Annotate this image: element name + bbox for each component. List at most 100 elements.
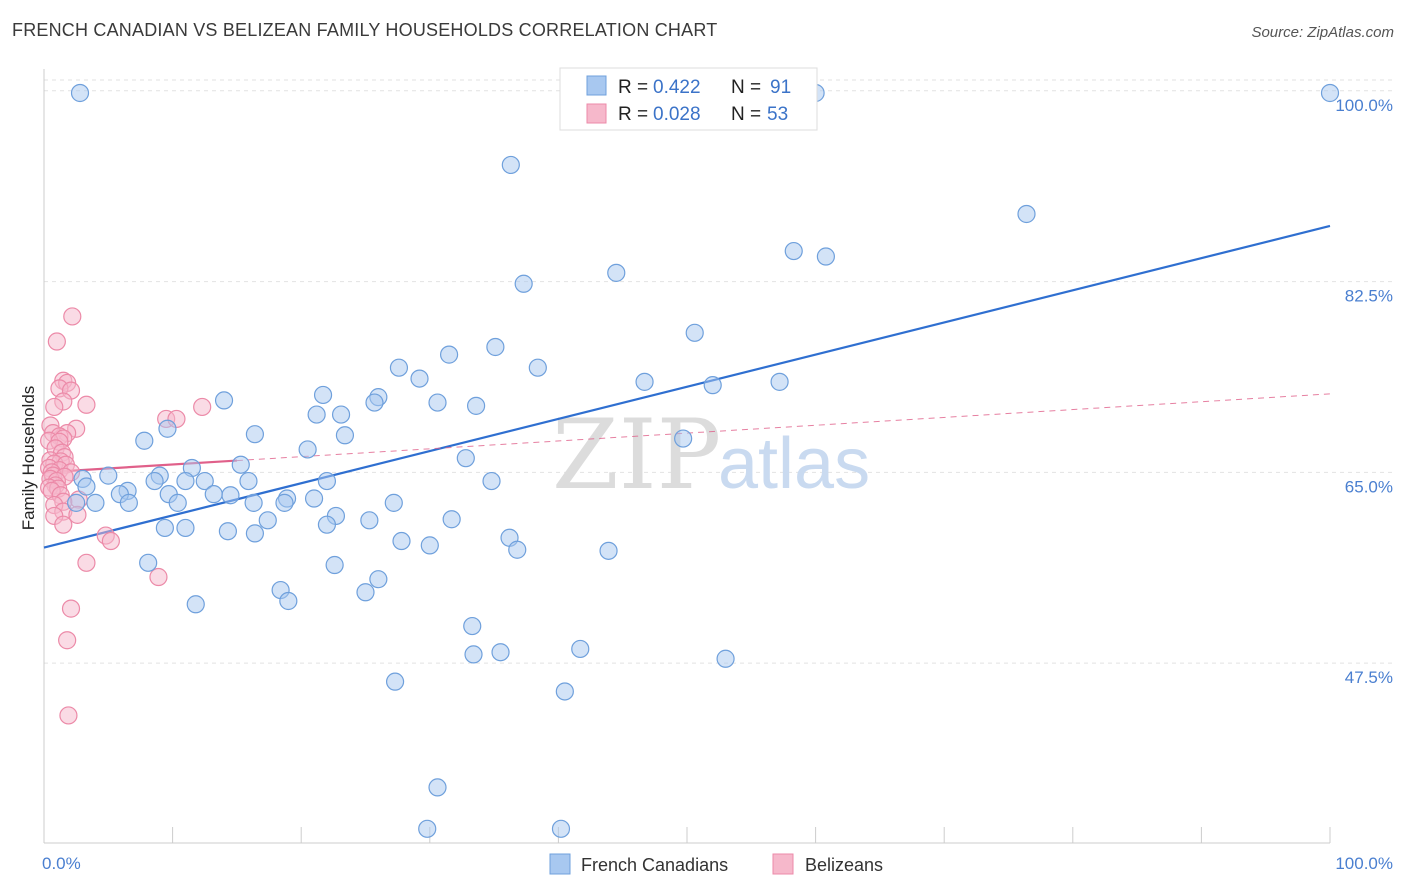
point-french-canadians	[514, 274, 533, 293]
point-belizeans	[101, 531, 120, 551]
point-french-canadians	[145, 471, 164, 491]
point-french-canadians	[607, 263, 626, 282]
point-french-canadians	[463, 616, 482, 636]
chart-title: FRENCH CANADIAN VS BELIZEAN FAMILY HOUSE…	[12, 20, 718, 40]
gridlines	[44, 79, 1395, 664]
point-french-canadians	[599, 541, 618, 560]
point-french-canadians	[770, 372, 789, 391]
legend-r-label-1: R =	[618, 77, 648, 98]
point-french-canadians	[389, 358, 409, 377]
point-french-canadians	[703, 376, 722, 395]
point-french-canadians	[231, 455, 250, 474]
point-french-canadians	[331, 405, 351, 424]
data-points	[40, 83, 1340, 838]
point-french-canadians	[158, 419, 177, 438]
point-french-canadians	[221, 486, 240, 505]
point-french-canadians	[1320, 83, 1340, 103]
bottom-legend-swatch-french-canadians	[549, 853, 571, 875]
series-legend: French Canadians Belizeans	[549, 853, 883, 875]
point-french-canadians	[482, 471, 501, 491]
point-belizeans	[59, 706, 78, 725]
point-french-canadians	[70, 83, 90, 103]
point-belizeans	[77, 553, 96, 572]
point-french-canadians	[365, 393, 384, 412]
point-french-canadians	[86, 493, 105, 512]
legend-n-label-2: N =	[731, 104, 761, 125]
point-french-canadians	[67, 493, 86, 512]
point-french-canadians	[716, 649, 735, 668]
point-belizeans	[149, 567, 168, 587]
point-french-canadians	[245, 524, 265, 543]
point-french-canadians	[135, 431, 154, 450]
point-french-canadians	[298, 440, 317, 459]
watermark-zip: ZIP	[552, 399, 721, 511]
point-french-canadians	[674, 429, 693, 448]
legend-swatch-french-canadians	[586, 75, 607, 96]
point-belizeans	[58, 631, 77, 650]
point-belizeans	[45, 397, 64, 417]
point-french-canadians	[685, 323, 704, 342]
point-french-canadians	[317, 515, 337, 534]
watermark-atlas: atlas	[718, 424, 870, 504]
legend-r-value-2: 0.028	[653, 104, 701, 125]
point-belizeans	[54, 515, 73, 534]
point-french-canadians	[466, 396, 486, 415]
y-tick-label: 65.0%	[1345, 477, 1393, 496]
point-french-canadians	[186, 595, 205, 614]
point-french-canadians	[279, 591, 298, 611]
point-belizeans	[193, 397, 212, 417]
watermark: ZIP atlas	[552, 399, 870, 511]
y-tick-label: 100.0%	[1335, 96, 1393, 115]
point-french-canadians	[508, 540, 527, 559]
legend-swatch-belizeans	[586, 103, 607, 124]
point-french-canadians	[99, 466, 118, 485]
legend-n-value-2: 53	[767, 104, 788, 125]
bottom-legend-label-french-canadians: French Canadians	[581, 855, 728, 875]
x-tick-labels: 0.0% 100.0%	[42, 854, 1393, 873]
point-french-canadians	[218, 522, 237, 541]
point-french-canadians	[168, 493, 187, 512]
point-belizeans	[47, 332, 66, 351]
point-french-canadians	[239, 471, 258, 491]
point-french-canadians	[384, 493, 403, 512]
x-tick-label: 0.0%	[42, 854, 81, 873]
point-french-canadians	[1017, 204, 1036, 224]
point-french-canadians	[204, 485, 223, 504]
point-french-canadians	[195, 471, 214, 491]
point-french-canadians	[317, 471, 337, 491]
point-belizeans	[77, 395, 96, 414]
point-french-canadians	[555, 682, 574, 701]
point-french-canadians	[410, 369, 429, 388]
point-french-canadians	[335, 426, 355, 445]
point-french-canadians	[369, 570, 388, 589]
point-french-canadians	[176, 471, 195, 491]
point-french-canadians	[313, 385, 333, 405]
legend-n-value-1: 91	[770, 77, 791, 98]
point-french-canadians	[307, 405, 326, 424]
trend-line-french-canadians	[43, 224, 1331, 549]
point-french-canadians	[439, 345, 459, 364]
point-french-canadians	[214, 391, 234, 410]
point-french-canadians	[442, 510, 461, 529]
point-french-canadians	[784, 241, 803, 261]
point-french-canadians	[428, 778, 447, 797]
source-credit: Source: ZipAtlas.com	[1251, 24, 1394, 41]
point-french-canadians	[356, 583, 375, 602]
point-french-canadians	[491, 643, 510, 662]
point-french-canadians	[551, 819, 571, 838]
point-french-canadians	[385, 672, 405, 691]
legend-r-label-2: R =	[618, 104, 648, 125]
point-french-canadians	[464, 645, 483, 664]
point-french-canadians	[77, 477, 96, 496]
point-french-canadians	[325, 555, 344, 575]
y-tick-labels: 47.5% 65.0% 82.5% 100.0%	[1335, 96, 1393, 687]
point-french-canadians	[176, 518, 195, 538]
point-french-canadians	[245, 425, 265, 444]
x-tick-label: 100.0%	[1335, 854, 1393, 873]
bottom-legend-label-belizeans: Belizeans	[805, 855, 883, 875]
stats-legend: R = 0.422 N = 91 R = 0.028 N = 53	[559, 67, 818, 131]
point-french-canadians	[420, 536, 439, 555]
point-french-canadians	[418, 819, 437, 838]
point-french-canadians	[155, 518, 174, 538]
